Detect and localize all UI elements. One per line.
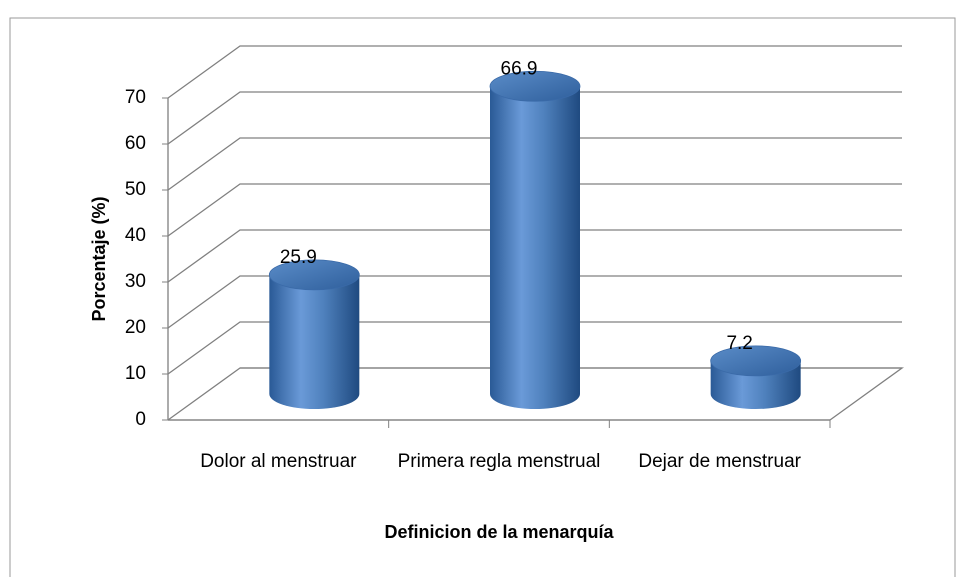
- chart-frame: [9, 17, 956, 577]
- grid-line: [167, 45, 902, 99]
- grid-line: [167, 137, 902, 191]
- value-label: 66.9: [501, 58, 538, 79]
- bar-top: [489, 70, 581, 102]
- bar-body: [269, 274, 360, 410]
- grid-line: [167, 229, 902, 283]
- x-tick-label: Dolor al menstruar: [200, 451, 357, 472]
- bar: [710, 345, 802, 410]
- value-label: 7.2: [726, 333, 752, 354]
- grid-line: [167, 321, 902, 375]
- bar: [268, 259, 360, 410]
- grid-line: [167, 183, 902, 237]
- y-tick-label: 50: [125, 179, 146, 200]
- bar-top: [268, 259, 360, 291]
- grid-line: [167, 275, 902, 329]
- value-label: 25.9: [280, 247, 317, 268]
- y-tick-label: 40: [125, 225, 146, 246]
- y-axis-title: Porcentaje (%): [89, 196, 109, 321]
- bar-body: [490, 86, 580, 409]
- y-tick-label: 20: [125, 317, 146, 338]
- x-axis-title: Definicion de la menarquía: [384, 522, 614, 542]
- grid-line: [167, 367, 902, 421]
- y-tick-label: 0: [135, 409, 146, 430]
- bar-top: [710, 345, 802, 377]
- y-tick-label: 30: [125, 271, 146, 292]
- grid-line: [167, 91, 902, 145]
- bar: [489, 70, 581, 409]
- x-tick-label: Primera regla menstrual: [398, 451, 601, 472]
- y-tick-label: 70: [125, 87, 146, 108]
- y-tick-label: 60: [125, 133, 146, 154]
- y-tick-label: 10: [125, 363, 146, 384]
- x-tick-label: Dejar de menstruar: [638, 451, 801, 472]
